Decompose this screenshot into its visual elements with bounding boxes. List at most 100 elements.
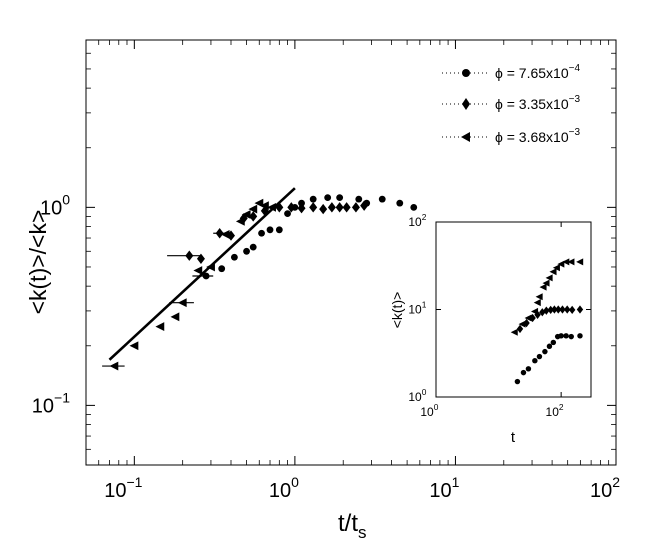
legend-marker-triangle-left xyxy=(461,132,470,142)
marker-circle xyxy=(514,378,521,385)
marker-circle xyxy=(396,199,404,207)
inset-x-ticks: 100 102 xyxy=(420,222,564,419)
marker-circle xyxy=(525,366,532,372)
y-tick-label-base: 10 xyxy=(32,395,54,417)
marker-circle xyxy=(324,194,332,202)
x-tick-label-base: 10 xyxy=(420,405,434,419)
marker-circle xyxy=(336,194,344,202)
x-tick-label: 101 xyxy=(429,474,459,502)
marker-diamond xyxy=(351,202,360,213)
marker-diamond xyxy=(539,308,546,317)
marker-diamond xyxy=(529,313,536,323)
marker-circle xyxy=(275,226,283,234)
marker-triangle-left xyxy=(241,210,251,219)
marker-circle xyxy=(532,357,538,364)
marker-triangle-left xyxy=(170,312,180,322)
main-data-marks xyxy=(102,194,418,371)
legend-entry: ϕ = 7.65x10−4 xyxy=(442,63,580,81)
marker-triangle-left xyxy=(260,201,269,211)
marker-circle xyxy=(542,348,548,355)
marker-circle xyxy=(546,343,553,349)
marker-triangle-left xyxy=(206,262,215,272)
x-tick-label: 102 xyxy=(546,402,564,419)
main-x-axis-label: t/ts xyxy=(338,510,367,542)
marker-triangle-left xyxy=(248,204,258,214)
main-x-ticks: 10−1 100 101 102 xyxy=(98,40,620,502)
marker-triangle-left xyxy=(542,279,550,287)
marker-triangle-left xyxy=(524,314,532,322)
marker-triangle-left xyxy=(109,361,119,371)
y-tick-label-base: 10 xyxy=(408,215,422,229)
marker-diamond xyxy=(555,305,562,314)
inset-data-marks xyxy=(510,258,584,385)
legend: ϕ = 7.65x10−4 ϕ = 3.35x10−3 ϕ = 3.68x10−… xyxy=(442,63,580,145)
marker-diamond xyxy=(534,310,541,319)
marker-circle xyxy=(378,195,386,203)
main-y-axis-label: <k(t)>/<k> xyxy=(25,210,51,315)
marker-diamond xyxy=(543,306,550,315)
y-tick-label: 100 xyxy=(408,387,426,404)
marker-triangle-left xyxy=(220,230,230,239)
marker-circle xyxy=(568,333,574,340)
legend-entry: ϕ = 3.68x10−3 xyxy=(442,127,580,145)
x-tick-label-base: 10 xyxy=(429,480,451,502)
legend-label-text: ϕ = 3.68x10 xyxy=(495,129,569,145)
marker-diamond xyxy=(275,202,284,213)
marker-diamond xyxy=(551,305,558,314)
legend-label-exponent: −3 xyxy=(569,94,581,105)
marker-diamond xyxy=(360,200,369,211)
marker-diamond xyxy=(196,253,205,264)
marker-diamond xyxy=(564,305,571,314)
main-plot-frame xyxy=(85,39,617,466)
main-x-axis-label-main: t/t xyxy=(338,510,358,537)
marker-diamond xyxy=(249,211,258,222)
marker-circle xyxy=(284,210,291,217)
marker-diamond xyxy=(215,228,224,239)
marker-triangle-left xyxy=(531,307,539,315)
marker-triangle-left xyxy=(549,268,557,276)
marker-circle xyxy=(563,333,569,339)
marker-diamond xyxy=(309,202,318,213)
x-tick-label-exponent: 0 xyxy=(434,402,439,412)
marker-diamond xyxy=(287,202,296,213)
inset-x-axis-label: t xyxy=(511,429,516,446)
y-tick-label-base: 10 xyxy=(408,390,422,404)
marker-triangle-left xyxy=(533,299,541,307)
legend-entry: ϕ = 3.35x10−3 xyxy=(442,94,580,112)
marker-diamond xyxy=(342,202,351,213)
legend-marker-diamond xyxy=(462,98,470,110)
marker-diamond xyxy=(576,305,584,314)
marker-triangle-left xyxy=(557,260,565,268)
y-tick-label-exponent: −1 xyxy=(54,389,70,405)
inset-y-axis-label: <k(t)> xyxy=(389,292,405,329)
x-tick-label: 100 xyxy=(420,402,438,419)
marker-triangle-left xyxy=(552,264,560,272)
marker-triangle-left xyxy=(155,322,165,331)
x-tick-label: 100 xyxy=(269,474,299,502)
y-tick-label-exponent: 0 xyxy=(422,387,427,397)
marker-circle xyxy=(550,339,557,346)
y-tick-label: 101 xyxy=(408,300,426,317)
legend-label-exponent: −4 xyxy=(569,63,581,74)
legend-label-exponent: −3 xyxy=(569,127,581,138)
x-tick-label-exponent: 1 xyxy=(452,474,460,490)
marker-circle xyxy=(355,195,363,203)
marker-diamond xyxy=(568,305,576,315)
x-tick-label-base: 10 xyxy=(104,480,126,502)
marker-circle xyxy=(202,272,210,280)
marker-diamond xyxy=(547,305,554,315)
marker-triangle-left xyxy=(567,258,575,266)
marker-diamond xyxy=(297,203,306,214)
x-tick-label-exponent: −1 xyxy=(126,474,142,490)
marker-circle xyxy=(558,333,564,339)
marker-circle xyxy=(536,353,543,360)
x-tick-label: 10−1 xyxy=(104,474,142,502)
marker-triangle-left xyxy=(518,320,526,328)
marker-diamond xyxy=(516,324,524,334)
x-tick-label: 102 xyxy=(590,474,620,502)
marker-triangle-left xyxy=(576,258,584,266)
